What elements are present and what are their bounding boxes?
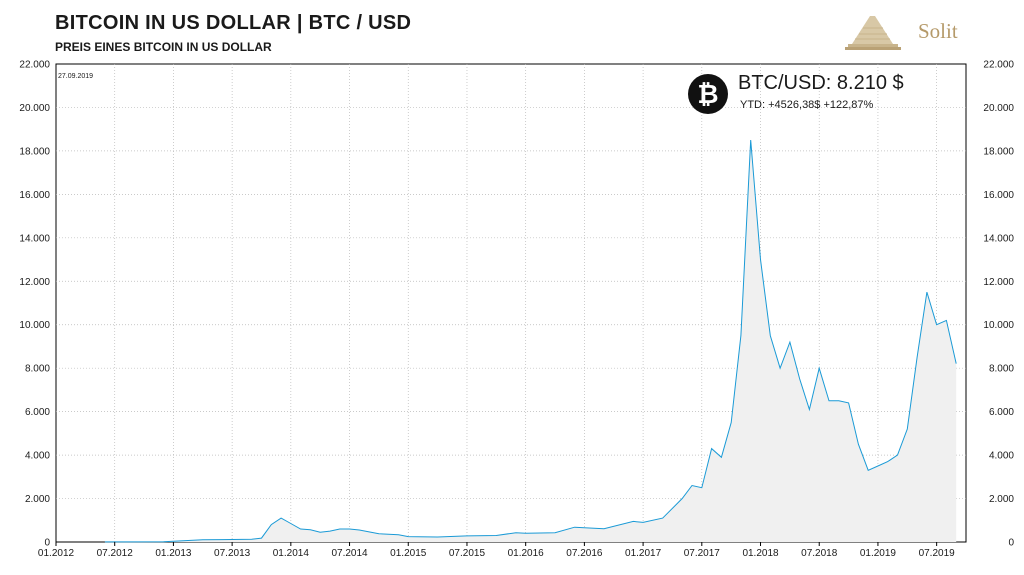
solit-logo <box>845 16 901 50</box>
x-tick-label: 01.2019 <box>860 548 897 559</box>
x-tick-label: 07.2018 <box>801 548 838 559</box>
y-tick-label-left: 0 <box>44 538 50 549</box>
price-info: ₿ BTC/USD: 8.210 $ YTD: +4526,38$ +122,8… <box>688 70 938 120</box>
x-tick-label: 07.2013 <box>214 548 251 559</box>
x-tick-label: 01.2012 <box>38 548 75 559</box>
y-tick-label-right: 20.000 <box>983 103 1014 114</box>
y-tick-label-left: 14.000 <box>19 233 50 244</box>
page-subtitle: PREIS EINES BITCOIN IN US DOLLAR <box>55 40 272 54</box>
bitcoin-icon: ₿ <box>688 74 728 114</box>
y-tick-label-right: 14.000 <box>983 233 1014 244</box>
x-tick-label: 07.2016 <box>566 548 603 559</box>
price-line <box>104 139 957 543</box>
y-tick-label-right: 22.000 <box>983 60 1014 71</box>
y-tick-label-left: 16.000 <box>19 190 50 201</box>
brand-name: Solit <box>918 19 958 43</box>
x-tick-label: 07.2012 <box>97 548 134 559</box>
y-tick-label-right: 18.000 <box>983 146 1014 157</box>
x-tick-label: 01.2016 <box>508 548 545 559</box>
y-tick-label-right: 4.000 <box>989 451 1014 462</box>
y-axis-right: 0 2.000 4.000 6.000 8.000 10.000 12.000 14.000 1… <box>983 60 1014 549</box>
y-tick-label-right: 12.000 <box>983 277 1014 288</box>
x-tick-label: 01.2015 <box>390 548 427 559</box>
y-tick-label-left: 4.000 <box>25 451 50 462</box>
y-tick-label-left: 12.000 <box>19 277 50 288</box>
ytd-change: YTD: +4526,38$ +122,87% <box>740 99 874 111</box>
y-tick-label-right: 8.000 <box>989 364 1014 375</box>
y-tick-label-right: 2.000 <box>989 494 1014 505</box>
y-tick-label-left: 8.000 <box>25 364 50 375</box>
x-tick-label: 01.2013 <box>155 548 192 559</box>
y-tick-label-left: 20.000 <box>19 103 50 114</box>
current-price: BTC/USD: 8.210 $ <box>738 72 904 94</box>
x-tick-label: 01.2017 <box>625 548 662 559</box>
x-tick-label: 07.2019 <box>919 548 956 559</box>
x-tick-label: 01.2018 <box>742 548 779 559</box>
y-tick-label-left: 22.000 <box>19 60 50 71</box>
y-tick-label-right: 0 <box>1008 538 1014 549</box>
y-tick-label-right: 10.000 <box>983 320 1014 331</box>
x-tick-label: 07.2014 <box>331 548 368 559</box>
y-tick-label-right: 6.000 <box>989 407 1014 418</box>
price-area-fill <box>104 140 957 542</box>
y-tick-label-left: 10.000 <box>19 320 50 331</box>
page-title: BITCOIN IN US DOLLAR | BTC / USD <box>55 12 412 34</box>
x-axis: 01.2012 07.2012 01.2013 07.2013 01.2014 07.20… <box>38 542 955 559</box>
y-tick-label-left: 6.000 <box>25 407 50 418</box>
y-tick-label-left: 2.000 <box>25 494 50 505</box>
y-tick-label-right: 16.000 <box>983 190 1014 201</box>
y-axis-left: 0 2.000 4.000 6.000 8.000 10.000 12.000 14.000 1… <box>19 60 50 549</box>
date-label: 27.09.2019 <box>58 73 93 80</box>
x-tick-label: 07.2017 <box>684 548 721 559</box>
y-tick-label-left: 18.000 <box>19 146 50 157</box>
x-tick-label: 01.2014 <box>273 548 310 559</box>
x-tick-label: 07.2015 <box>449 548 486 559</box>
